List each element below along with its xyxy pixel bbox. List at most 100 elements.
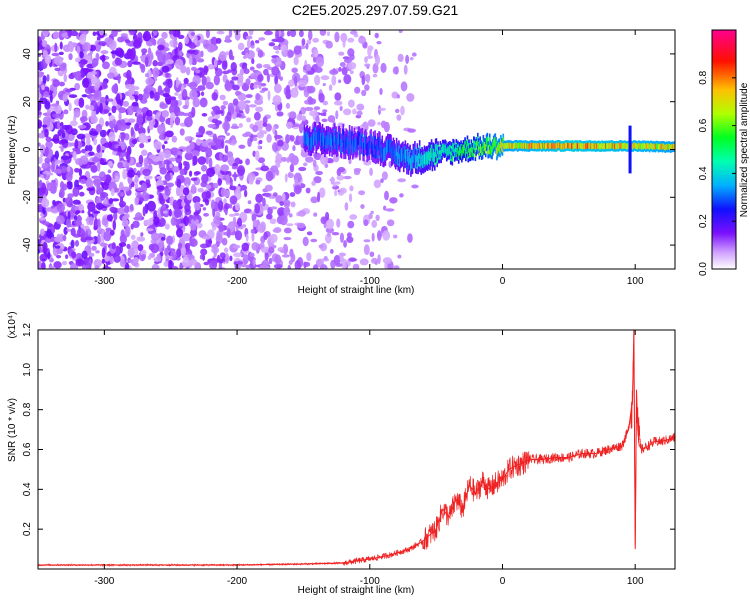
bottom-x-tick-label: 100 xyxy=(627,576,644,587)
spectrogram-cell xyxy=(190,32,195,37)
spectrogram-cell xyxy=(291,67,298,73)
spectrogram-cell xyxy=(81,94,88,98)
spectrogram-cell xyxy=(283,227,292,234)
spectrogram-cell xyxy=(205,184,212,190)
spectrogram-cell xyxy=(234,230,243,241)
spectrogram-cell xyxy=(164,247,169,257)
spectrogram-cell xyxy=(301,38,306,46)
spectrogram-cell xyxy=(60,146,64,152)
spectrogram-cell xyxy=(132,61,141,65)
colorbar-tick-label: 0.2 xyxy=(698,214,709,228)
spectrogram-cell xyxy=(245,78,251,86)
spectrogram-cell xyxy=(66,181,73,186)
spectrogram-cell xyxy=(150,232,160,241)
spectrogram-cell xyxy=(111,105,117,114)
spectrogram-cell xyxy=(270,165,279,173)
spectrogram-cell xyxy=(338,67,342,72)
spectrogram-cell xyxy=(319,154,329,165)
spectrogram-cell xyxy=(177,34,185,39)
spectrogram-cell xyxy=(200,164,208,172)
spectrogram-cell xyxy=(269,233,278,244)
spectrogram-cell xyxy=(325,227,335,234)
spectrogram-cell xyxy=(405,54,410,64)
spectrogram-cell xyxy=(411,52,417,57)
spectrogram-cell xyxy=(100,50,109,55)
spectrogram-cell xyxy=(339,105,343,112)
spectrogram-cell xyxy=(273,83,282,94)
spectrogram-cell xyxy=(335,110,339,120)
spectrogram-cell xyxy=(259,242,265,248)
spectrogram-cell xyxy=(139,142,145,149)
spectrogram-cell xyxy=(211,112,215,117)
spectrogram-cell xyxy=(309,110,315,117)
spectrogram-cell xyxy=(194,201,201,211)
spectrogram-cell xyxy=(73,214,78,221)
spectrogram-cell xyxy=(283,206,291,216)
spectrogram-cell xyxy=(88,104,95,111)
spectrogram-cell xyxy=(258,139,263,145)
spectrogram-cell xyxy=(288,79,295,87)
spectrogram-cell xyxy=(174,58,184,70)
spectrogram-cell xyxy=(133,256,139,263)
spectrogram-cell xyxy=(364,56,368,64)
spectrogram-cell xyxy=(151,35,155,45)
spectrogram-cell xyxy=(229,177,233,189)
spectrogram-cell xyxy=(247,200,252,205)
spectrogram-cell xyxy=(127,105,134,116)
spectrogram-cell xyxy=(157,44,165,51)
spectrogram-cell xyxy=(127,118,136,124)
spectrogram-cell xyxy=(105,56,110,60)
spectrogram-cell xyxy=(101,54,105,63)
spectrogram-cell xyxy=(301,115,307,122)
spectrogram-cell xyxy=(183,77,189,85)
spectrogram-cell xyxy=(62,93,68,102)
spectrogram-cell xyxy=(260,82,267,87)
spectrogram-cell xyxy=(86,187,95,192)
spectrogram-cell xyxy=(165,130,174,138)
spectrogram-cell xyxy=(287,49,295,58)
spectrogram-cell xyxy=(208,260,218,269)
bottom-y-axis: 0.2 0.4 0.6 0.8 1.0 1.2 xyxy=(22,323,675,536)
spectrogram-cell xyxy=(137,93,144,101)
spectrogram-cell xyxy=(40,71,45,76)
spectrogram-cell xyxy=(164,255,174,260)
spectrogram-cell xyxy=(161,65,170,73)
spectrogram-cell xyxy=(162,47,170,52)
spectrogram-cell xyxy=(84,230,89,237)
spectrogram-cell xyxy=(210,36,218,46)
spectrogram-cell xyxy=(219,94,226,101)
spectrogram-cell xyxy=(163,149,172,159)
spectrogram-cell xyxy=(294,260,301,269)
spectrogram-cell xyxy=(325,40,333,49)
spectrogram-cell xyxy=(363,219,369,227)
spectrogram-cell xyxy=(252,124,259,133)
spectrogram-cell xyxy=(166,59,174,65)
spectrogram-cell xyxy=(110,188,115,197)
spectrogram-cell xyxy=(101,247,106,259)
spectrogram-cell xyxy=(38,179,43,189)
spectrogram-cell xyxy=(348,257,356,262)
spectrogram-cell xyxy=(207,63,216,70)
spectrogram-cell xyxy=(52,113,61,119)
spectrogram-cell xyxy=(99,242,108,247)
spectrogram-cell xyxy=(124,205,130,214)
spectrogram-cell xyxy=(386,219,395,227)
spectrogram-cell xyxy=(342,37,346,48)
spectrogram-cell xyxy=(155,49,162,58)
spectrogram-cell xyxy=(280,31,285,38)
spectrogram-cell xyxy=(268,247,275,254)
spectrogram-cell xyxy=(59,126,63,131)
spectrogram-cell xyxy=(331,74,337,86)
spectrogram-cell xyxy=(162,93,170,98)
spectrogram-cell xyxy=(372,73,378,78)
spectrogram-cell xyxy=(218,223,224,233)
spectrogram-cell xyxy=(127,60,133,68)
spectrogram-cell xyxy=(131,240,139,251)
spectrogram-cell xyxy=(62,234,67,242)
spectrogram-cell xyxy=(262,122,268,127)
spectrogram-cell xyxy=(260,165,269,172)
spectrogram-cell xyxy=(74,138,79,150)
spectrogram-cell xyxy=(334,92,342,101)
spectrogram-cell xyxy=(139,197,145,202)
spectrogram-cell xyxy=(184,203,191,213)
